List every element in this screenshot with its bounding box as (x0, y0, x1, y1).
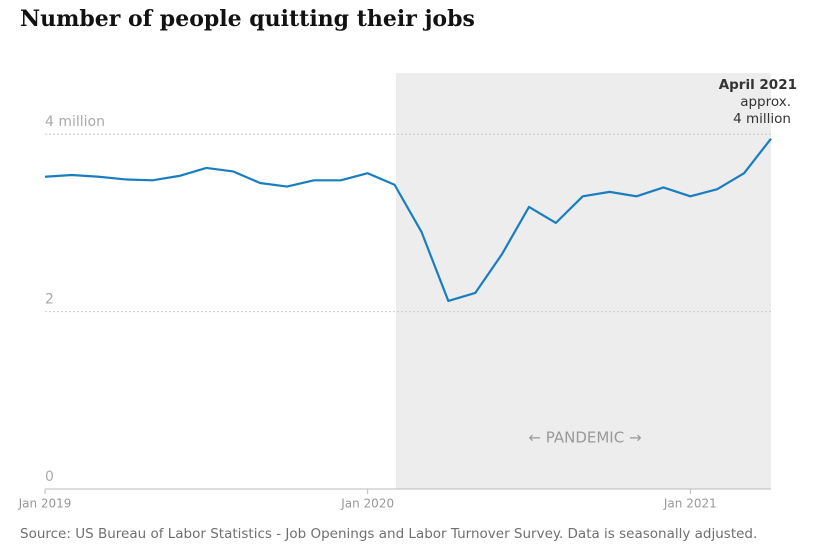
x-tick-label: Jan 2019 (18, 497, 72, 511)
annotation-title: April 2021 (719, 77, 797, 93)
shade-label: ← PANDEMIC → (528, 429, 641, 447)
y-tick-label: 4 million (45, 114, 105, 130)
chart-title: Number of people quitting their jobs (20, 6, 475, 32)
source: Source: US Bureau of Labor Statistics - … (20, 526, 757, 542)
annotation-line: 4 million (733, 111, 791, 127)
y-tick-label: 0 (45, 469, 54, 485)
annotation-line: approx. (740, 94, 791, 110)
y-tick-label: 2 (45, 292, 54, 308)
x-tick-label: Jan 2021 (663, 497, 717, 511)
pandemic-shade (396, 73, 771, 489)
line (44, 137, 772, 303)
x-tick-label: Jan 2020 (340, 497, 394, 511)
